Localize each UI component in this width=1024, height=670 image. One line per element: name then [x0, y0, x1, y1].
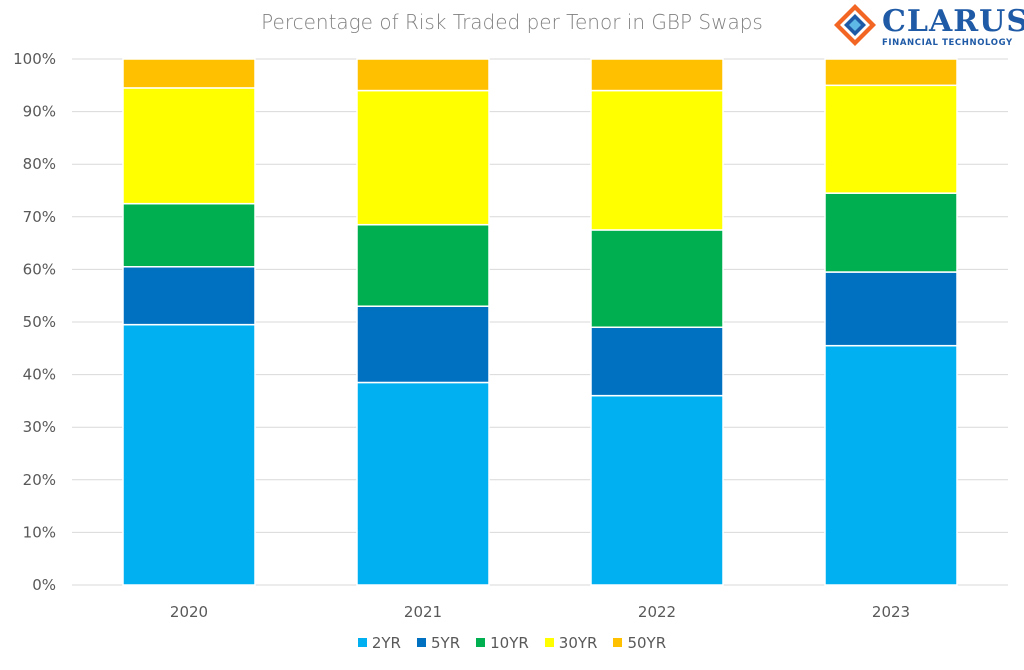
bar-segment-50yr-2023	[824, 58, 958, 87]
legend-item-50yr: 50YR	[613, 634, 666, 652]
legend-swatch	[357, 638, 367, 647]
x-axis-ticks: 2020 2021 2022 2023	[170, 603, 910, 621]
bar-segment-2yr-2023	[824, 344, 958, 586]
bar-segment-50yr-2022	[590, 58, 724, 92]
x-tick-label: 2022	[638, 603, 676, 621]
legend-label: 5YR	[430, 634, 461, 652]
bars	[122, 58, 958, 586]
y-tick-label: 40%	[23, 366, 56, 384]
x-tick-label: 2020	[170, 603, 208, 621]
chart-legend: 2YR 5YR 10YR 30YR 50YR	[0, 634, 1024, 652]
legend-swatch	[476, 638, 486, 647]
bar-segment-10yr-2020	[122, 202, 256, 268]
legend-swatch	[416, 638, 426, 647]
bar-segment-30yr-2023	[824, 84, 958, 194]
legend-label: 2YR	[371, 634, 401, 652]
y-tick-label: 50%	[23, 313, 56, 331]
bar-segment-5yr-2021	[356, 305, 490, 384]
bar-segment-2yr-2022	[590, 394, 724, 586]
bar-segment-5yr-2023	[824, 271, 958, 347]
logo-brand-text: CLARUS	[882, 4, 1024, 39]
y-tick-label: 0%	[32, 576, 56, 594]
clarus-logo-mark-icon	[834, 4, 876, 46]
bar-segment-5yr-2022	[590, 326, 724, 397]
bar-segment-2yr-2021	[356, 381, 490, 586]
legend-label: 30YR	[558, 634, 598, 652]
y-tick-label: 20%	[23, 471, 56, 489]
y-tick-label: 70%	[23, 208, 56, 226]
legend-swatch	[613, 638, 623, 647]
legend-label: 50YR	[627, 634, 667, 652]
bar-segment-2yr-2020	[122, 323, 256, 586]
legend-swatch	[544, 638, 554, 647]
bar-segment-10yr-2023	[824, 192, 958, 273]
bar-segment-5yr-2020	[122, 266, 256, 326]
clarus-logo: CLARUS FINANCIAL TECHNOLOGY	[832, 2, 1024, 50]
bar-segment-50yr-2020	[122, 58, 256, 89]
y-tick-label: 60%	[23, 260, 56, 278]
bar-segment-10yr-2021	[356, 223, 490, 307]
x-tick-label: 2021	[404, 603, 442, 621]
logo-subtitle-text: FINANCIAL TECHNOLOGY	[882, 38, 1013, 48]
legend-item-2yr: 2YR	[357, 634, 401, 652]
y-tick-label: 100%	[13, 50, 56, 68]
y-tick-label: 10%	[23, 523, 56, 541]
legend-item-10yr: 10YR	[476, 634, 529, 652]
y-tick-label: 90%	[23, 103, 56, 121]
y-tick-label: 30%	[23, 418, 56, 436]
x-tick-label: 2023	[872, 603, 910, 621]
y-axis-ticks: 0% 10% 20% 30% 40% 50% 60% 70% 80% 90% 100%	[13, 50, 56, 594]
y-tick-label: 80%	[23, 155, 56, 173]
chart-title: Percentage of Risk Traded per Tenor in G…	[261, 10, 763, 34]
legend-label: 10YR	[490, 634, 529, 652]
bar-segment-30yr-2022	[590, 89, 724, 231]
legend-item-30yr: 30YR	[544, 634, 598, 652]
bar-segment-10yr-2022	[590, 229, 724, 329]
bar-segment-30yr-2020	[122, 87, 256, 205]
bar-segment-50yr-2021	[356, 58, 490, 92]
legend-item-5yr: 5YR	[416, 634, 461, 652]
bar-segment-30yr-2021	[356, 89, 490, 226]
